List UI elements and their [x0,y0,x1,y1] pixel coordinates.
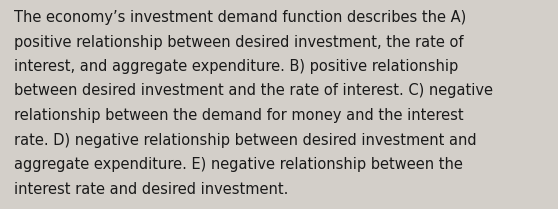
Text: between desired investment and the rate of interest. C) negative: between desired investment and the rate … [14,84,493,98]
Text: interest, and aggregate expenditure. B) positive relationship: interest, and aggregate expenditure. B) … [14,59,458,74]
Text: The economy’s investment demand function describes the A): The economy’s investment demand function… [14,10,466,25]
Text: relationship between the demand for money and the interest: relationship between the demand for mone… [14,108,464,123]
Text: positive relationship between desired investment, the rate of: positive relationship between desired in… [14,34,464,50]
Text: aggregate expenditure. E) negative relationship between the: aggregate expenditure. E) negative relat… [14,157,463,172]
Text: interest rate and desired investment.: interest rate and desired investment. [14,181,288,196]
Text: rate. D) negative relationship between desired investment and: rate. D) negative relationship between d… [14,133,477,148]
